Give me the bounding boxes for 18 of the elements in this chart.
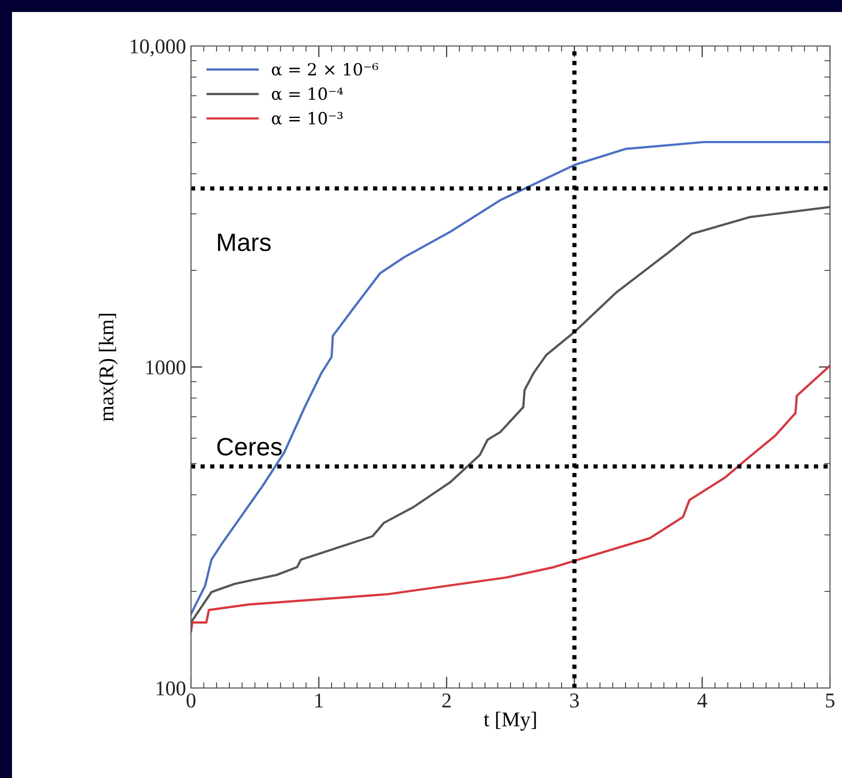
legend-label: α = 10⁻³ — [272, 112, 343, 124]
x-tick-label: 5 — [826, 694, 834, 708]
legend-label: α = 10⁻⁴ — [272, 87, 343, 100]
x-tick-label: 4 — [697, 694, 708, 708]
x-tick-label: 2 — [442, 694, 451, 708]
y-tick-label: 1000 — [146, 360, 186, 374]
ref-line-label: Ceres — [217, 438, 282, 456]
x-tick-label: 0 — [186, 693, 196, 708]
y-tick-label: 10,000 — [130, 39, 186, 56]
x-axis-title: t [My] — [484, 712, 536, 731]
x-tick-label: 1 — [315, 694, 323, 708]
x-tick-label: 3 — [570, 694, 579, 708]
legend-label: α = 2 × 10⁻⁶ — [272, 62, 378, 76]
y-axis-title: max(R) [km] — [98, 314, 118, 422]
y-tick-label: 100 — [156, 681, 186, 696]
ref-line-label: Mars — [218, 234, 271, 252]
line-series — [191, 364, 830, 633]
line-series — [191, 140, 830, 616]
